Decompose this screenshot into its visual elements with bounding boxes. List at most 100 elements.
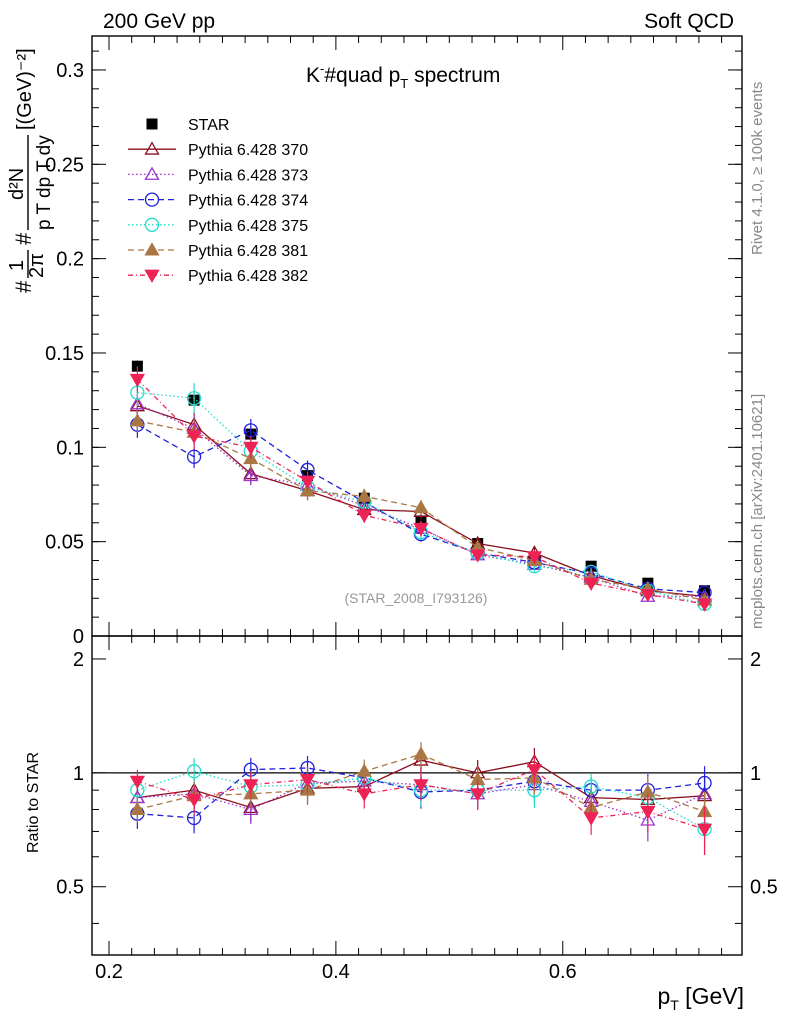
data-point [413, 499, 429, 514]
data-point [186, 430, 202, 444]
legend-marker [144, 242, 160, 256]
legend-entry: Pythia 6.428 381 [128, 242, 308, 260]
rivet-version-label: Rivet 4.1.0, ≥ 100k events [749, 82, 766, 255]
series-6 [129, 366, 713, 612]
data-point [243, 423, 258, 438]
y-axis-label: # 1 2π # d²N p T dp T dy [(GeV)⁻²] [6, 48, 55, 293]
y-label-frac1-num: # [11, 280, 36, 293]
ratio-plot-frame [91, 635, 743, 956]
analysis-watermark: (STAR_2008_I793126) [345, 590, 488, 606]
series-4 [130, 379, 712, 612]
legend-label: Pythia 6.428 370 [188, 142, 308, 159]
legend-label: Pythia 6.428 374 [188, 193, 308, 210]
legend: STAR Pythia 6.428 370 Pythia 6.428 373 Pyth… [128, 117, 308, 285]
ratio-point [186, 794, 202, 808]
ratio-y-tick-label-right: 2 [750, 649, 761, 671]
ratio-point [413, 779, 429, 793]
y-label-frac2-num: d²N [6, 168, 28, 200]
y-tick-label: 0.25 [45, 154, 84, 176]
legend-entry: Pythia 6.428 370 [128, 141, 308, 159]
series-5 [129, 409, 713, 606]
legend-marker [144, 166, 160, 180]
y-label-frac1-one: 1 [6, 260, 28, 271]
ratio-point [413, 746, 429, 760]
legend-marker [144, 141, 160, 155]
legend-marker [144, 217, 160, 232]
data-point [243, 441, 259, 456]
data-point [299, 475, 316, 490]
ratio-point [470, 788, 486, 802]
y-tick-label: 0.2 [56, 249, 84, 271]
ratio-y-tick-label-right: 0.5 [750, 877, 778, 899]
data-point [356, 509, 372, 524]
ratio-point [526, 764, 543, 778]
data-point [186, 449, 202, 464]
ratio-point [299, 774, 316, 788]
data-point [129, 413, 145, 427]
legend-marker [144, 192, 160, 207]
ratio-point [583, 812, 599, 826]
legend-entry: Pythia 6.428 373 [128, 166, 308, 184]
data-point [129, 396, 145, 410]
ratio-line [137, 770, 705, 830]
header-energy-label: 200 GeV pp [103, 10, 215, 33]
mcplots-reference-label: mcplots.cern.ch [arXiv:2401.10621] [749, 394, 766, 629]
legend-marker [146, 118, 158, 130]
data-point [583, 577, 599, 591]
ratio-y-tick-label: 2 [73, 649, 84, 671]
y-label-frac2-den: p T dp T dy [34, 135, 55, 230]
data-point [129, 373, 145, 388]
y-tick-label: 0 [73, 626, 84, 648]
legend-label: STAR [188, 117, 229, 134]
star-point [585, 560, 597, 572]
legend-label: Pythia 6.428 375 [188, 218, 308, 235]
ratio-y-tick-label: 0.5 [56, 877, 84, 899]
legend-label: Pythia 6.428 381 [188, 243, 308, 260]
ratio-y-tick-label: 1 [73, 763, 84, 785]
legend-label: Pythia 6.428 373 [188, 167, 308, 184]
data-point [696, 598, 713, 612]
series-line [136, 378, 705, 605]
data-point [356, 488, 372, 502]
ratio-y-axis-label: Ratio to STAR [25, 752, 42, 853]
data-point [413, 522, 429, 537]
data-point [470, 549, 486, 563]
x-tick-label: 0.6 [549, 961, 577, 983]
data-point [640, 588, 656, 603]
ratio-point [640, 806, 656, 820]
y-tick-label: 0.15 [45, 343, 84, 365]
x-tick-label: 0.4 [322, 961, 350, 983]
series-1 [129, 394, 713, 602]
legend-entry: Pythia 6.428 382 [128, 268, 308, 285]
ratio-point [186, 764, 202, 779]
ratio-point [356, 763, 372, 777]
y-tick-label: 0.1 [56, 437, 84, 459]
y-tick-label: 0.05 [45, 532, 84, 554]
series-line [137, 403, 705, 598]
y-label-frac1-den: 2π [26, 253, 48, 278]
legend-entry: STAR [146, 117, 229, 134]
data-point [243, 467, 259, 482]
y-label-units: [(GeV)⁻²] [14, 48, 36, 130]
ratio-point [243, 779, 259, 793]
legend-label: Pythia 6.428 382 [188, 268, 308, 285]
ratio-point [696, 823, 713, 837]
chart-title: K-#quad pT spectrum [306, 61, 500, 91]
series-line [137, 391, 705, 605]
ratio-point [129, 801, 145, 816]
x-tick-label: 0.2 [95, 961, 123, 983]
y-label-frac2-hash: # [11, 232, 36, 245]
ratio-point [129, 775, 145, 790]
data-point [186, 391, 202, 406]
ratio-point [583, 779, 599, 794]
legend-entry: Pythia 6.428 374 [128, 192, 308, 210]
ratio-line [137, 780, 705, 821]
legend-entry: Pythia 6.428 375 [128, 217, 308, 235]
x-axis-label: pT [GeV] [657, 983, 744, 1013]
star-data [131, 360, 711, 597]
ratio-point [356, 788, 372, 802]
y-tick-label: 0.3 [56, 60, 84, 82]
ratio-series-6 [129, 755, 713, 856]
ratio-point [697, 775, 712, 791]
